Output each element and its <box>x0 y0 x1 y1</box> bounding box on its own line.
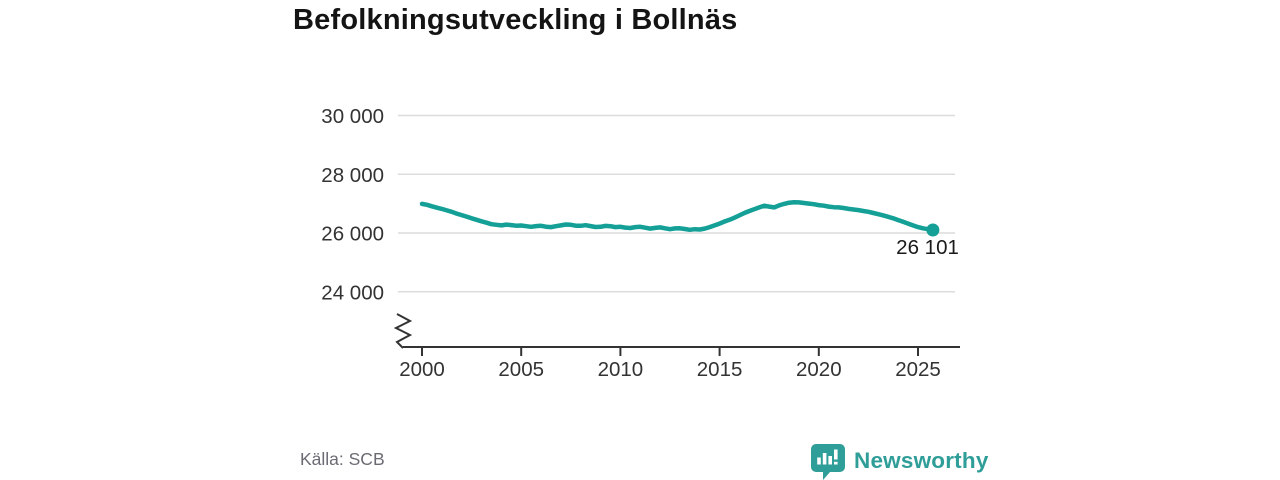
gridlines <box>398 114 955 293</box>
end-point-marker <box>926 223 940 237</box>
population-line <box>419 199 936 233</box>
y-tick-label: 24 000 <box>321 281 384 304</box>
bar-chart-speech-bubble-icon <box>811 444 845 480</box>
newsworthy-logo-text: Newsworthy <box>854 448 989 473</box>
chart-title: Befolkningsutveckling i Bollnäs <box>293 4 738 36</box>
source-note: Källa: SCB <box>300 449 385 469</box>
y-tick-label: 28 000 <box>321 164 384 187</box>
x-tick-label: 2000 <box>399 358 445 381</box>
x-tick-label: 2015 <box>697 358 743 381</box>
y-tick-label: 30 000 <box>321 105 384 128</box>
x-tick-label: 2010 <box>598 358 644 381</box>
end-point-label: 26 101 <box>896 236 959 259</box>
x-tick-label: 2005 <box>498 358 544 381</box>
newsworthy-logo[interactable]: Newsworthy <box>810 442 989 480</box>
y-tick-label: 26 000 <box>321 223 384 246</box>
x-axis: 2000 2005 2010 2015 2020 2025 <box>393 313 960 381</box>
x-tick-label: 2020 <box>796 358 842 381</box>
y-axis-labels: 24 000 26 000 28 000 30 000 <box>321 105 384 304</box>
axis-break-icon <box>393 313 413 349</box>
x-tick-label: 2025 <box>895 358 941 381</box>
